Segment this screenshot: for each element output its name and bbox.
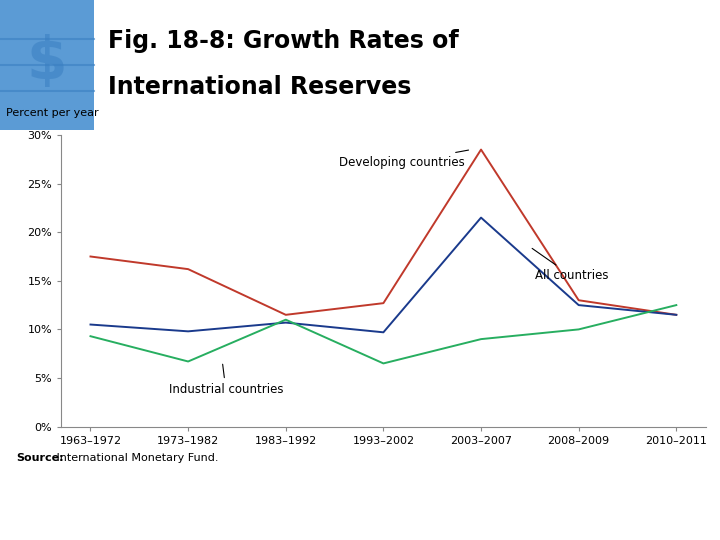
Bar [0, 0, 94, 130]
Text: International Reserves: International Reserves [108, 75, 411, 99]
Text: Developing countries: Developing countries [339, 150, 469, 168]
Text: All countries: All countries [532, 248, 608, 282]
Text: $: $ [27, 33, 67, 91]
Text: 18-48: 18-48 [672, 505, 704, 515]
Text: Copyright ©2015 Pearson Education, Inc. All rights reserved.: Copyright ©2015 Pearson Education, Inc. … [16, 505, 356, 515]
Text: Percent per year: Percent per year [6, 107, 99, 118]
Text: Fig. 18-8: Growth Rates of: Fig. 18-8: Growth Rates of [108, 29, 459, 52]
Text: International Monetary Fund.: International Monetary Fund. [53, 453, 219, 463]
Text: Industrial countries: Industrial countries [168, 364, 283, 396]
Text: Source:: Source: [16, 453, 63, 463]
